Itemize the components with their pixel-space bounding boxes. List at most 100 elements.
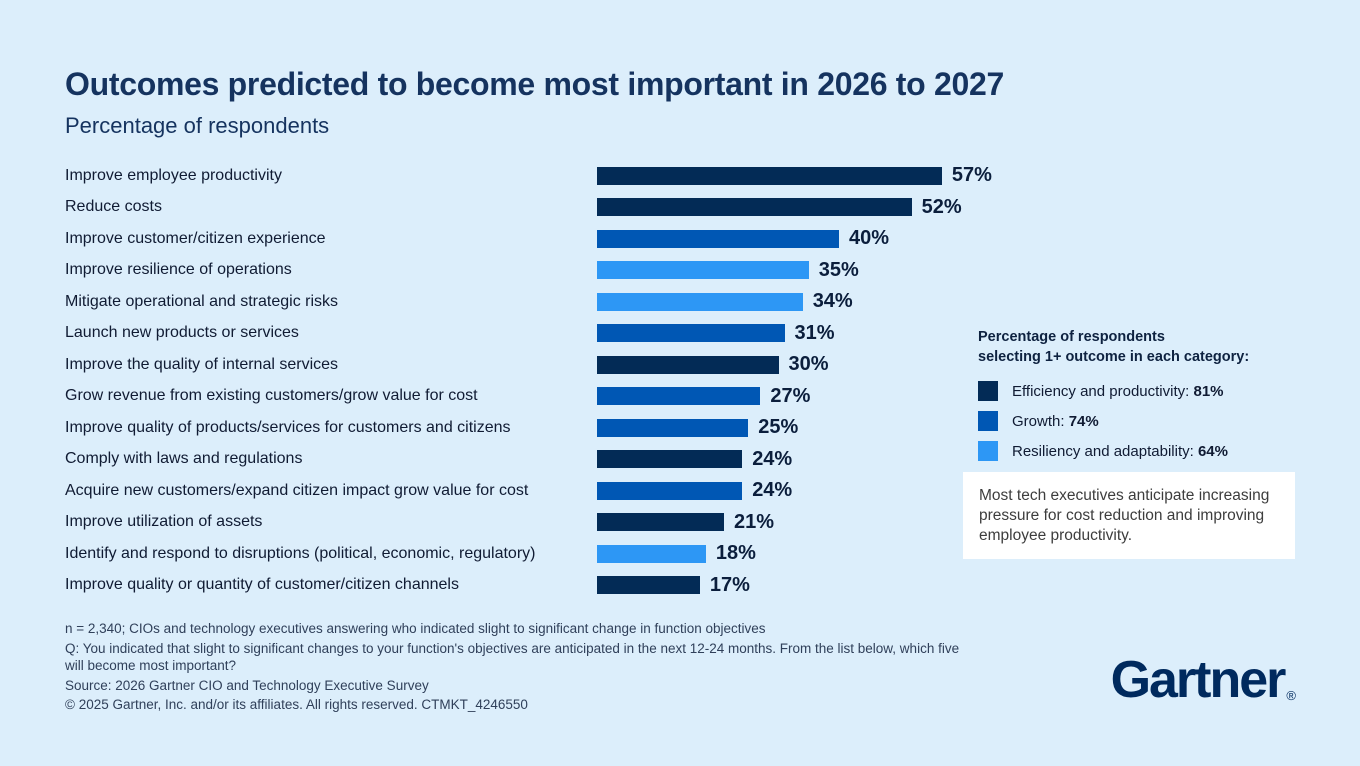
- bar-value-label: 21%: [734, 510, 775, 533]
- bar-row: Grow revenue from existing customers/gro…: [65, 381, 965, 413]
- page-subtitle: Percentage of respondents: [65, 113, 330, 138]
- bar-value-label: 27%: [770, 384, 811, 407]
- bar-chart: Improve employee productivity 57% Reduce…: [65, 160, 992, 602]
- bar: [597, 229, 839, 248]
- legend-heading-line1: Percentage of respondents: [978, 329, 1165, 345]
- bar: [597, 418, 749, 437]
- legend-item-label: Resiliency and adaptability:: [1012, 442, 1198, 460]
- bar: [597, 355, 779, 374]
- category-label: Acquire new customers/expand citizen imp…: [65, 481, 529, 499]
- bar-track: 57%: [597, 164, 992, 187]
- bar-track: 35%: [597, 259, 859, 282]
- bar-row: Improve utilization of assets 21%: [65, 507, 965, 539]
- footnote-question: Q: You indicated that slight to signific…: [65, 640, 960, 674]
- bar: [597, 576, 700, 595]
- bar-track: 24%: [597, 448, 792, 471]
- bar-track: 24%: [597, 479, 792, 502]
- bar-track: 21%: [597, 511, 774, 534]
- legend-item-label: Growth:: [1012, 412, 1069, 430]
- bar-track: 27%: [597, 385, 810, 408]
- bar: [597, 544, 706, 563]
- bar-track: 52%: [597, 196, 962, 219]
- callout-card: Most tech executives anticipate increasi…: [963, 472, 1295, 560]
- legend-items: Efficiency and productivity: 81% Growth:…: [978, 381, 1308, 462]
- bar-value-label: 30%: [788, 353, 829, 376]
- category-label: Identify and respond to disruptions (pol…: [65, 544, 536, 562]
- legend-heading: Percentage of respondents selecting 1+ o…: [978, 328, 1308, 367]
- category-label: Mitigate operational and strategic risks: [65, 292, 339, 310]
- legend-swatch-resiliency: [978, 441, 998, 462]
- category-label: Comply with laws and regulations: [65, 450, 303, 468]
- legend-item-value: 64%: [1197, 442, 1228, 460]
- bar: [597, 481, 743, 500]
- bar: [597, 387, 761, 406]
- legend-item-text: Resiliency and adaptability: 64%: [1012, 443, 1228, 460]
- category-label: Improve the quality of internal services: [65, 355, 339, 373]
- bar-value-label: 24%: [752, 447, 793, 470]
- legend-item-value: 81%: [1193, 382, 1224, 400]
- bar-value-label: 18%: [715, 542, 756, 565]
- bar-value-label: 35%: [818, 258, 859, 281]
- bar-row: Improve resilience of operations 35%: [65, 255, 965, 287]
- bar-row: Improve employee productivity 57%: [65, 160, 992, 192]
- bar: [597, 292, 803, 311]
- bar-row: Comply with laws and regulations 24%: [65, 444, 965, 476]
- bar-row: Improve the quality of internal services…: [65, 349, 965, 381]
- bar-row: Acquire new customers/expand citizen imp…: [65, 475, 965, 507]
- bar-row: Launch new products or services 31%: [65, 318, 965, 350]
- footnote-source: Source: 2026 Gartner CIO and Technology …: [65, 677, 429, 693]
- category-label: Grow revenue from existing customers/gro…: [65, 387, 478, 405]
- bar-value-label: 34%: [812, 290, 853, 313]
- bar-value-label: 25%: [758, 416, 799, 439]
- callout-text: Most tech executives anticipate increasi…: [979, 487, 1270, 544]
- bar: [597, 166, 942, 185]
- bar-row: Identify and respond to disruptions (pol…: [65, 538, 965, 570]
- category-label: Improve employee productivity: [65, 166, 282, 184]
- bar: [597, 261, 809, 280]
- bar-track: 34%: [597, 290, 853, 313]
- footnote-copyright: © 2025 Gartner, Inc. and/or its affiliat…: [65, 697, 528, 713]
- legend-item-text: Efficiency and productivity: 81%: [1012, 383, 1224, 400]
- bar: [597, 450, 743, 469]
- category-label: Improve quality or quantity of customer/…: [65, 576, 459, 594]
- bar-value-label: 57%: [951, 164, 992, 187]
- bar-row: Reduce costs 52%: [65, 192, 965, 224]
- category-label: Launch new products or services: [65, 324, 299, 342]
- bar-track: 40%: [597, 227, 889, 250]
- legend-item-label: Efficiency and productivity:: [1012, 382, 1194, 400]
- bar-value-label: 40%: [849, 227, 890, 250]
- bar-value-label: 31%: [794, 321, 835, 344]
- bar-track: 17%: [597, 574, 750, 597]
- bar-track: 18%: [597, 542, 756, 565]
- bar: [597, 198, 912, 217]
- legend-heading-line2: selecting 1+ outcome in each category:: [978, 348, 1250, 365]
- category-label: Improve resilience of operations: [65, 261, 292, 279]
- bar-row: Mitigate operational and strategic risks…: [65, 286, 965, 318]
- bar: [597, 324, 785, 343]
- legend-item: Resiliency and adaptability: 64%: [978, 441, 1308, 462]
- category-label: Reduce costs: [65, 198, 162, 216]
- page-title: Outcomes predicted to become most import…: [65, 66, 1004, 102]
- legend-swatch-growth: [978, 411, 998, 432]
- gartner-wordmark: Gartner: [1110, 651, 1287, 709]
- bar-row: Improve quality or quantity of customer/…: [65, 570, 965, 602]
- bar-track: 31%: [597, 322, 835, 345]
- gartner-logo: Gartner ®: [1111, 650, 1296, 710]
- registered-mark: ®: [1286, 688, 1296, 703]
- bar-row: Improve customer/citizen experience 40%: [65, 223, 965, 255]
- category-label: Improve quality of products/services for…: [65, 418, 511, 436]
- legend-item-value: 74%: [1068, 412, 1099, 430]
- footnote-sample: n = 2,340; CIOs and technology executive…: [65, 621, 766, 636]
- bar-track: 30%: [597, 353, 829, 376]
- legend: Percentage of respondents selecting 1+ o…: [978, 328, 1308, 471]
- bar-value-label: 24%: [752, 479, 793, 502]
- category-label: Improve customer/citizen experience: [65, 229, 326, 247]
- footnotes: n = 2,340; CIOs and technology executive…: [65, 620, 965, 716]
- legend-swatch-efficiency: [978, 381, 998, 402]
- legend-item-text: Growth: 74%: [1012, 413, 1099, 430]
- legend-item: Growth: 74%: [978, 411, 1308, 432]
- bar-value-label: 52%: [921, 195, 962, 218]
- category-label: Improve utilization of assets: [65, 513, 263, 531]
- bar: [597, 513, 725, 532]
